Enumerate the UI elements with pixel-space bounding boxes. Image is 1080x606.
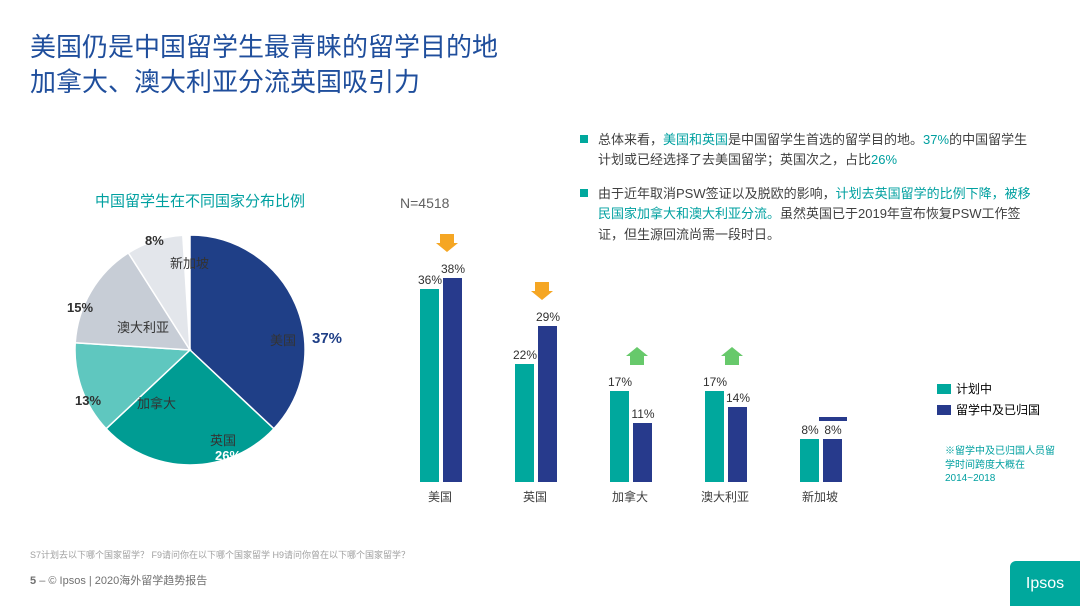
title-line1: 美国仍是中国留学生最青睐的留学目的地 [30, 30, 498, 65]
pie-slice-pct: 15% [67, 300, 93, 315]
bar-value-label: 17% [605, 375, 635, 389]
bar-chart: 36%38%美国22%29%英国17%11%加拿大17%14%澳大利亚8%8%新… [410, 230, 920, 510]
footer: 5 – © Ipsos | 2020海外留学趋势报告 [30, 572, 207, 588]
bar-value-label: 29% [533, 310, 563, 324]
pie-slice-pct: 8% [145, 233, 164, 248]
title-line2: 加拿大、澳大利亚分流英国吸引力 [30, 65, 498, 100]
bar-category-label: 澳大利亚 [690, 488, 760, 505]
pie-chart: 美国37%英国26%加拿大13%澳大利亚15%新加坡8% [55, 215, 325, 485]
bottom-question-note: S7计划去以下哪个国家留学？ F9请问你在以下哪个国家留学 H9请问你曾在以下哪… [30, 548, 410, 561]
bullet-text: 总体来看，美国和英国是中国留学生首选的留学目的地。37%的中国留学生计划或已经选… [598, 130, 1040, 170]
bar-category-label: 新加坡 [785, 488, 855, 505]
pie-slice-name: 英国 [210, 430, 236, 449]
arrow-down-icon [436, 232, 458, 254]
bar [800, 439, 819, 482]
bar [633, 423, 652, 482]
bar-value-label: 38% [438, 262, 468, 276]
bar-value-label: 14% [723, 391, 753, 405]
pie-slice-name: 澳大利亚 [117, 317, 169, 336]
legend-swatch [937, 405, 951, 415]
arrow-up-icon [721, 345, 743, 367]
pie-slice-name: 加拿大 [137, 393, 176, 412]
bar-value-label: 17% [700, 375, 730, 389]
bar-marker [819, 417, 847, 421]
bar [705, 391, 724, 482]
bar [538, 326, 557, 482]
bar [823, 439, 842, 482]
footnote: ※留学中及已归国人员留学时间跨度大概在2014~2018 [945, 445, 1060, 486]
pie-slice-pct: 13% [75, 393, 101, 408]
pie-slice-name: 新加坡 [170, 253, 209, 272]
bullet-marker [580, 189, 588, 197]
footer-text: © Ipsos | 2020海外留学趋势报告 [48, 575, 207, 587]
bar [610, 391, 629, 482]
arrow-up-icon [626, 345, 648, 367]
pie-slice-pct: 26% [215, 448, 241, 463]
bar [728, 407, 747, 482]
bar-value-label: 8% [818, 423, 848, 437]
title-block: 美国仍是中国留学生最青睐的留学目的地 加拿大、澳大利亚分流英国吸引力 [30, 30, 498, 100]
pie-slice-pct: 37% [312, 330, 342, 347]
bar-category-label: 美国 [405, 488, 475, 505]
bar-category-label: 英国 [500, 488, 570, 505]
legend-item: 计划中 [937, 380, 1040, 397]
legend-label: 留学中及已归国 [956, 401, 1040, 418]
legend-label: 计划中 [956, 380, 992, 397]
ipsos-logo: Ipsos [1010, 561, 1080, 606]
bullet-item: 总体来看，美国和英国是中国留学生首选的留学目的地。37%的中国留学生计划或已经选… [580, 130, 1040, 170]
pie-title: 中国留学生在不同国家分布比例 [95, 190, 305, 211]
bar [420, 289, 439, 483]
watermark: 知乎 @Vivian [880, 565, 1000, 594]
legend: 计划中留学中及已归国 [937, 380, 1040, 422]
bar-category-label: 加拿大 [595, 488, 665, 505]
page-number: 5 [30, 575, 36, 587]
bullet-marker [580, 135, 588, 143]
legend-item: 留学中及已归国 [937, 401, 1040, 418]
bar-value-label: 22% [510, 348, 540, 362]
bar [515, 364, 534, 482]
bar [443, 278, 462, 482]
bar-value-label: 11% [628, 407, 658, 421]
pie-slice-name: 美国 [270, 330, 296, 349]
legend-swatch [937, 384, 951, 394]
arrow-down-icon [531, 280, 553, 302]
n-label: N=4518 [400, 195, 449, 211]
